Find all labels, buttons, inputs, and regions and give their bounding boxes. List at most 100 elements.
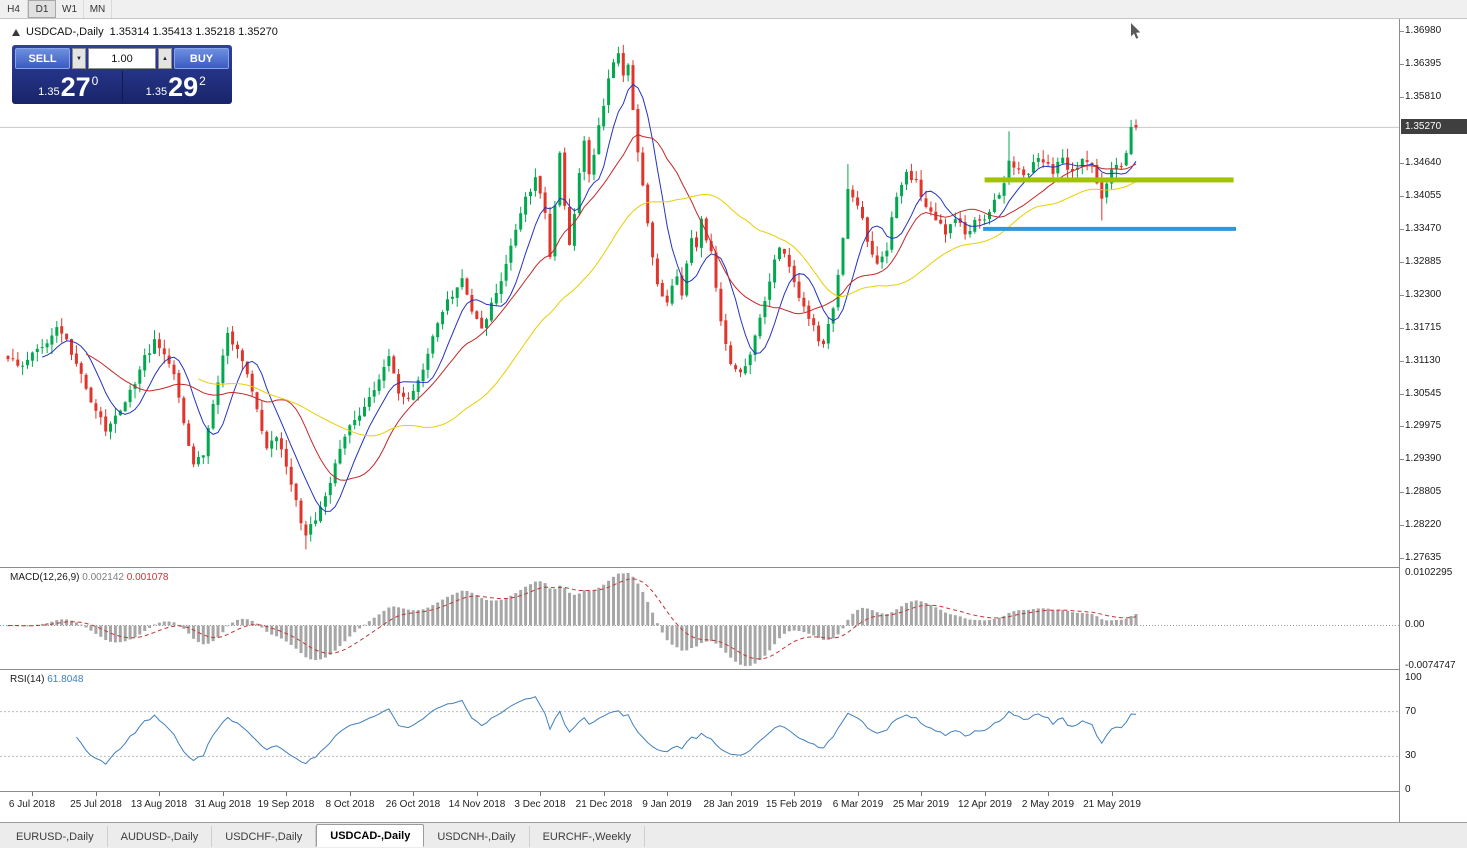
macd-main-value: 0.002142: [82, 572, 124, 583]
rsi-value: 61.8048: [47, 674, 84, 685]
date-tick: [731, 792, 732, 796]
date-label: 21 Dec 2018: [575, 799, 633, 810]
date-label: 3 Dec 2018: [514, 799, 566, 810]
price-axis-label: 1.28220: [1405, 519, 1442, 530]
main-chart-pane[interactable]: USDCAD-,Daily 1.35314 1.35413 1.35218 1.…: [0, 19, 1399, 567]
price-axis-label: 1.32300: [1405, 289, 1442, 300]
date-label: 14 Nov 2018: [448, 799, 506, 810]
date-label: 25 Jul 2018: [70, 799, 122, 810]
macd-signal-line: [8, 578, 1137, 660]
rsi-line: [76, 696, 1137, 765]
buy-price-point: 2: [199, 74, 206, 88]
date-tick: [286, 792, 287, 796]
macd-chart[interactable]: [0, 568, 1399, 669]
tab-eurchf-weekly[interactable]: EURCHF-,Weekly: [530, 826, 645, 847]
date-label: 12 Apr 2019: [958, 799, 1012, 810]
price-axis-tick: [1400, 394, 1404, 395]
buy-price[interactable]: 1.35 29 2: [123, 71, 230, 102]
horizontal-level-line: [983, 226, 1236, 231]
date-label: 26 Oct 2018: [385, 799, 441, 810]
caret-up-icon: ▲: [162, 55, 168, 62]
buy-price-pips: 29: [168, 72, 199, 102]
price-axis-label: 1.30545: [1405, 388, 1442, 399]
timeframe-button-w1[interactable]: W1: [56, 0, 84, 18]
price-axis-label: 1.33470: [1405, 223, 1442, 234]
chart-tabs: EURUSD-,Daily AUDUSD-,Daily USDCHF-,Daily U…: [0, 822, 1467, 848]
rsi-axis-label: 70: [1405, 706, 1417, 717]
price-axis-tick: [1400, 295, 1404, 296]
buy-button[interactable]: BUY: [174, 48, 229, 69]
volume-decrease-button[interactable]: ▼: [72, 48, 86, 69]
tab-usdcad-daily[interactable]: USDCAD-,Daily: [316, 824, 425, 847]
rsi-axis-label: 0: [1405, 784, 1411, 795]
sell-price-prefix: 1.35: [38, 86, 60, 98]
macd-name: MACD(12,26,9): [10, 572, 80, 583]
tab-eurusd-daily[interactable]: EURUSD-,Daily: [3, 826, 108, 847]
date-axis[interactable]: 6 Jul 2018 25 Jul 2018 13 Aug 2018 31 Aug 2…: [0, 792, 1399, 822]
tab-usdchf-daily[interactable]: USDCHF-,Daily: [212, 826, 317, 847]
price-axis-tick: [1400, 328, 1404, 329]
price-axis-label: 1.31715: [1405, 322, 1442, 333]
date-tick: [667, 792, 668, 796]
pane-separator[interactable]: [0, 669, 1467, 670]
price-axis-tick: [1400, 361, 1404, 362]
macd-signal-value: 0.001078: [126, 572, 169, 583]
macd-pane[interactable]: MACD(12,26,9) 0.002142 0.001078: [0, 568, 1399, 669]
date-tick: [858, 792, 859, 796]
date-label: 8 Oct 2018: [325, 799, 375, 810]
price-axis-tick: [1400, 163, 1404, 164]
volume-input[interactable]: [88, 48, 156, 69]
date-label: 15 Feb 2019: [765, 799, 823, 810]
pane-separator[interactable]: [0, 567, 1467, 568]
tab-usdcnh-daily[interactable]: USDCNH-,Daily: [424, 826, 530, 847]
sell-price-pips: 27: [60, 72, 91, 102]
date-tick: [794, 792, 795, 796]
date-tick: [1112, 792, 1113, 796]
price-axis-tick: [1400, 196, 1404, 197]
macd-axis-label: -0.0074747: [1405, 660, 1456, 671]
date-label: 9 Jan 2019: [642, 799, 692, 810]
price-axis-tick: [1400, 525, 1404, 526]
sell-button[interactable]: SELL: [15, 48, 70, 69]
date-tick: [350, 792, 351, 796]
price-axis[interactable]: 1.35270 1.36980 1.36395 1.35810 1.34640 1.34…: [1399, 19, 1467, 822]
date-label: 6 Jul 2018: [8, 799, 56, 810]
macd-label: MACD(12,26,9) 0.002142 0.001078: [10, 572, 168, 583]
buy-price-prefix: 1.35: [145, 86, 168, 98]
timeframe-button-d1[interactable]: D1: [28, 0, 56, 18]
price-axis-tick: [1400, 426, 1404, 427]
candlestick-chart[interactable]: [0, 19, 1399, 567]
pane-separator[interactable]: [0, 791, 1467, 792]
price-axis-tick: [1400, 262, 1404, 263]
timeframe-button-mn[interactable]: MN: [84, 0, 112, 18]
macd-axis-label: 0.00: [1405, 619, 1425, 630]
price-axis-label: 1.29975: [1405, 420, 1442, 431]
candles: [6, 44, 1138, 550]
date-label: 25 Mar 2019: [892, 799, 950, 810]
mouse-cursor-icon: [1131, 23, 1141, 39]
timeframe-toolbar: H4 D1 W1 MN: [0, 0, 1467, 19]
sell-price[interactable]: 1.35 27 0: [15, 71, 122, 102]
price-axis-label: 1.31130: [1405, 355, 1441, 366]
date-tick: [921, 792, 922, 796]
date-label: 19 Sep 2018: [257, 799, 315, 810]
price-axis-tick: [1400, 459, 1404, 460]
price-axis-label: 1.35810: [1405, 91, 1442, 102]
date-label: 28 Jan 2019: [703, 799, 759, 810]
tab-audusd-daily[interactable]: AUDUSD-,Daily: [108, 826, 213, 847]
price-axis-tick: [1400, 97, 1404, 98]
moving-average: [198, 181, 1137, 437]
date-tick: [159, 792, 160, 796]
date-label: 31 Aug 2018: [194, 799, 252, 810]
volume-increase-button[interactable]: ▲: [158, 48, 172, 69]
date-label: 21 May 2019: [1083, 799, 1141, 810]
horizontal-level-line: [984, 177, 1234, 183]
price-axis-tick: [1400, 31, 1404, 32]
rsi-pane[interactable]: RSI(14) 61.8048: [0, 670, 1399, 791]
date-tick: [1048, 792, 1049, 796]
timeframe-button-h4[interactable]: H4: [0, 0, 28, 18]
price-axis-tick: [1400, 64, 1404, 65]
rsi-chart[interactable]: [0, 670, 1399, 791]
date-tick: [96, 792, 97, 796]
one-click-trade-panel: SELL ▼ ▲ BUY 1.35 27 0 1.35 29 2: [12, 45, 232, 104]
